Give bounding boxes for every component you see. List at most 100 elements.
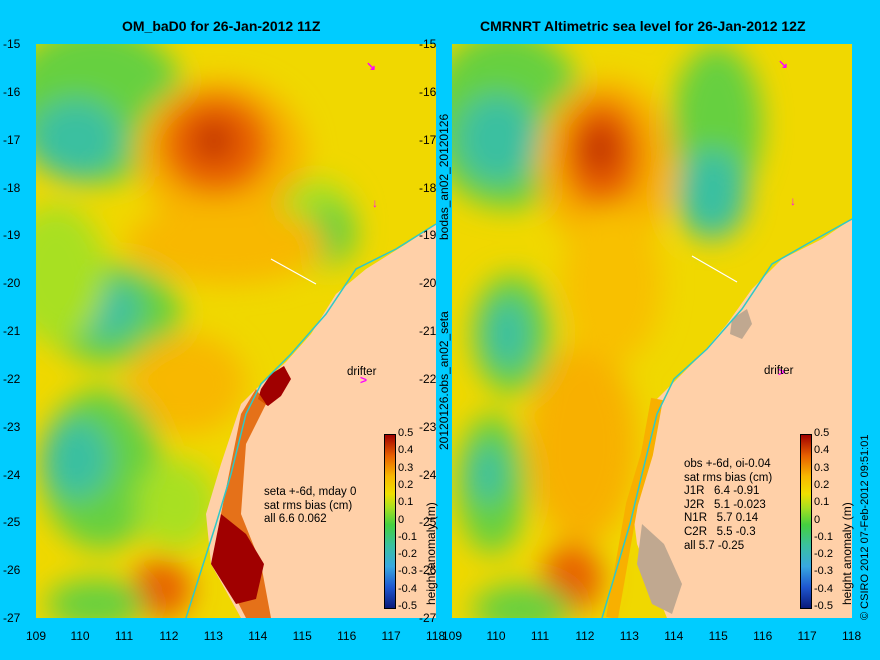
left-ytick-label: -15 xyxy=(3,37,21,51)
left-xtick-label: 109 xyxy=(26,629,47,643)
left-stats-annotation: seta +-6d, mday 0 sat rms bias (cm) all 6.… xyxy=(264,486,357,526)
right-track-line xyxy=(691,255,738,283)
left-colorbar-tick-label: -0.4 xyxy=(398,582,417,595)
left-xtick-label: 112 xyxy=(159,629,179,643)
right-colorbar-tick-label: 0.2 xyxy=(814,478,830,491)
right-xtick-label: 113 xyxy=(619,629,639,643)
left-heatmap xyxy=(36,44,436,618)
right-isobath xyxy=(601,218,852,618)
right-colorbar-tick-label: -0.4 xyxy=(814,582,833,595)
left-ytick-label: -21 xyxy=(3,324,21,338)
left-land-mass xyxy=(206,224,436,618)
right-shelf-anomaly xyxy=(606,397,663,618)
right-map-panel: > drifter ↘ ↓ obs +-6d, oi-0.04 sat rms b… xyxy=(452,44,852,618)
right-colorbar-tick-label: -0.2 xyxy=(814,548,833,561)
left-ytick-label: -22 xyxy=(3,371,21,386)
right-colorbar-tick-label: -0.3 xyxy=(814,565,833,578)
left-colorbar-tick-label: 0.5 xyxy=(398,427,414,439)
right-ytick-label: -24 xyxy=(419,467,437,482)
left-colorbar-tick-label: 0.2 xyxy=(398,478,414,491)
right-drifter-arrow-north: ↘ xyxy=(778,57,789,71)
left-drifter-arrow: > xyxy=(360,373,368,387)
right-ytick-label: -19 xyxy=(419,228,437,243)
right-colorbar-tick-label: 0 xyxy=(814,513,821,526)
left-map-panel: > drifter ↘ ↓ seta +-6d, mday 0 sat rms b… xyxy=(36,44,436,618)
left-ytick-label: -23 xyxy=(3,419,21,434)
left-ytick-label: -16 xyxy=(3,84,21,99)
right-colorbar-tick-label: 0.1 xyxy=(814,496,830,509)
left-xtick-label: 117 xyxy=(381,629,401,643)
left-isobath xyxy=(185,223,436,618)
right-xtick-label: 110 xyxy=(486,629,506,643)
copyright-text: © CSIRO 2012 07-Feb-2012 09:51:01 xyxy=(859,434,871,620)
side-label-bottom: 20120126.obs_an02_seta xyxy=(437,311,451,450)
right-xtick-label: 116 xyxy=(753,629,773,643)
right-drifter-arrow-mid: ↓ xyxy=(790,194,796,208)
right-ytick-label: -27 xyxy=(419,611,437,625)
right-chart-title: CMRNRT Altimetric sea level for 26-Jan-2… xyxy=(480,18,806,34)
left-colorbar-tick-label: 0 xyxy=(398,513,405,526)
left-ytick-label: -18 xyxy=(3,180,21,195)
left-xtick-label: 114 xyxy=(248,629,268,643)
left-colorbar-label: height anomaly (m) xyxy=(424,502,438,605)
left-ytick-label: -25 xyxy=(3,515,21,530)
left-drifter-label: drifter xyxy=(347,366,377,378)
left-chart-title: OM_baD0 for 26-Jan-2012 11Z xyxy=(122,18,321,34)
left-xtick-label: 110 xyxy=(70,629,90,643)
right-xtick-label: 118 xyxy=(842,629,862,643)
left-colorbar-tick-label: 0.4 xyxy=(398,444,414,457)
left-shelf-anomaly-south xyxy=(211,514,264,604)
right-xtick-label: 109 xyxy=(442,629,463,643)
left-ytick-label: -27 xyxy=(3,611,21,625)
right-xtick-label: 117 xyxy=(797,629,817,643)
left-colorbar-tick-label: 0.1 xyxy=(398,496,414,509)
right-stats-annotation: obs +-6d, oi-0.04 sat rms bias (cm) J1R 6.… xyxy=(684,458,773,552)
right-xtick-label: 111 xyxy=(530,629,550,643)
left-xtick-label: 115 xyxy=(292,629,312,643)
left-xtick-label: 111 xyxy=(114,629,134,643)
right-ytick-label: -23 xyxy=(419,419,437,434)
left-colorbar-tick-label: -0.2 xyxy=(398,548,417,561)
left-xtick-label: 116 xyxy=(337,629,357,643)
right-colorbar xyxy=(800,434,812,609)
right-ytick-label: -22 xyxy=(419,371,437,386)
right-ytick-label: -26 xyxy=(419,563,437,578)
left-colorbar-tick-label: -0.5 xyxy=(398,600,417,612)
left-drifter-arrow-mid: ↓ xyxy=(372,196,378,210)
left-drifter-arrow-north: ↘ xyxy=(366,59,377,73)
side-label-top: bodas_an02_20120126 xyxy=(437,113,451,240)
right-ytick-label: -18 xyxy=(419,180,437,195)
left-ytick-label: -20 xyxy=(3,276,21,291)
right-shelf-south xyxy=(637,524,682,614)
right-heatmap xyxy=(452,44,852,618)
right-colorbar-tick-label: 0.5 xyxy=(814,427,830,439)
right-xtick-label: 112 xyxy=(575,629,595,643)
right-colorbar-label: height anomaly (m) xyxy=(840,502,854,605)
right-ytick-label: -21 xyxy=(419,324,437,338)
right-ytick-label: -17 xyxy=(419,132,437,147)
left-colorbar xyxy=(384,434,396,609)
right-colorbar-tick-label: -0.5 xyxy=(814,600,833,612)
left-track-line xyxy=(270,258,317,285)
left-anomaly-field xyxy=(36,44,356,618)
right-drifter-label: drifter xyxy=(764,365,794,377)
right-colorbar-tick-label: -0.1 xyxy=(814,530,833,543)
left-colorbar-tick-label: -0.1 xyxy=(398,530,417,543)
left-colorbar-tick-label: -0.3 xyxy=(398,565,417,578)
left-ytick-label: -24 xyxy=(3,467,21,482)
right-ytick-label: -15 xyxy=(419,37,437,51)
left-xtick-label: 118 xyxy=(426,629,446,643)
right-ytick-label: -20 xyxy=(419,276,437,291)
right-xtick-label: 115 xyxy=(708,629,728,643)
left-ytick-label: -19 xyxy=(3,228,21,243)
right-drifter-arrow: > xyxy=(778,365,786,379)
right-xtick-label: 114 xyxy=(664,629,684,643)
left-coastal-anomaly xyxy=(258,366,291,406)
right-ytick-label: -16 xyxy=(419,84,437,99)
left-colorbar-tick-label: 0.3 xyxy=(398,461,414,474)
left-ytick-label: -26 xyxy=(3,563,21,578)
right-colorbar-tick-label: 0.3 xyxy=(814,461,830,474)
right-ytick-label: -25 xyxy=(419,515,437,530)
left-ytick-label: -17 xyxy=(3,132,21,147)
right-anomaly-field xyxy=(452,44,762,618)
